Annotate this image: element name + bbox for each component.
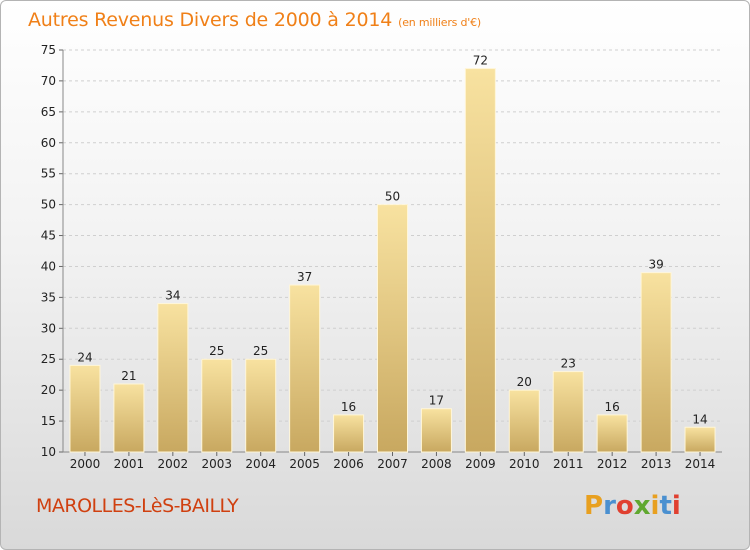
data-label: 23 [561,357,576,371]
x-tick-label: 2014 [685,457,716,471]
logo-letter: r [603,491,616,521]
bar-2013[interactable] [640,272,672,453]
data-label: 50 [385,190,400,204]
x-tick-label: 2006 [333,457,364,471]
x-tick-label: 2010 [509,457,540,471]
proxiti-logo[interactable]: Proxiti [584,491,681,521]
logo-letter: o [615,491,634,521]
y-tick-label: 60 [41,136,56,150]
y-tick-label: 45 [41,229,56,243]
x-tick-label: 2001 [114,457,145,471]
chart-unit: (en milliers d'€) [398,16,482,29]
y-tick-label: 40 [41,259,56,273]
y-tick-label: 50 [41,198,56,212]
y-tick-label: 35 [41,290,56,304]
location-label: MAROLLES-LèS-BAILLY [36,495,239,517]
data-label: 34 [165,289,180,303]
x-tick-label: 2013 [641,457,672,471]
y-tick-label: 55 [41,167,56,181]
bar-2006[interactable] [333,414,365,453]
y-tick-label: 25 [41,352,56,366]
y-tick-label: 20 [41,383,56,397]
bar-2005[interactable] [289,284,321,453]
x-tick-label: 2007 [377,457,408,471]
data-label: 24 [77,350,92,364]
logo-letter: t [659,491,672,521]
y-tick-label: 10 [41,445,56,459]
data-label: 25 [209,344,224,358]
data-label: 20 [517,375,532,389]
bar-2012[interactable] [596,414,628,453]
y-tick-label: 70 [41,74,56,88]
data-label: 21 [121,369,136,383]
x-tick-label: 2000 [70,457,101,471]
bar-2009[interactable] [464,68,496,453]
bar-2004[interactable] [245,358,277,453]
data-label: 72 [473,54,488,68]
bar-2014[interactable] [684,426,716,453]
x-tick-label: 2002 [158,457,189,471]
data-label: 16 [605,400,620,414]
data-label: 37 [297,270,312,284]
x-tick-label: 2009 [465,457,496,471]
data-label: 16 [341,400,356,414]
bar-2000[interactable] [69,364,101,453]
logo-letter: x [633,491,651,521]
data-label: 25 [253,344,268,358]
x-tick-label: 2003 [201,457,232,471]
data-label: 39 [648,258,663,272]
bar-2010[interactable] [508,389,540,453]
x-tick-label: 2004 [245,457,276,471]
bar-2011[interactable] [552,371,584,453]
x-tick-label: 2011 [553,457,584,471]
x-tick-label: 2005 [289,457,320,471]
y-tick-label: 30 [41,321,56,335]
bar-2008[interactable] [420,408,452,453]
data-label: 17 [429,394,444,408]
logo-letter: i [650,491,660,521]
y-tick-label: 75 [41,43,56,57]
chart-title-text: Autres Revenus Divers de 2000 à 2014 [28,9,393,31]
y-tick-label: 15 [41,414,56,428]
data-label: 14 [692,412,707,426]
y-tick-label: 65 [41,105,56,119]
logo-letter: P [584,491,604,521]
bar-2003[interactable] [201,358,233,453]
x-tick-label: 2012 [597,457,628,471]
bar-2007[interactable] [377,204,408,453]
chart-title: Autres Revenus Divers de 2000 à 2014 (en … [28,9,481,31]
x-tick-label: 2008 [421,457,452,471]
bar-2001[interactable] [113,383,145,453]
logo-letter: i [671,491,681,521]
bar-2002[interactable] [157,303,189,453]
